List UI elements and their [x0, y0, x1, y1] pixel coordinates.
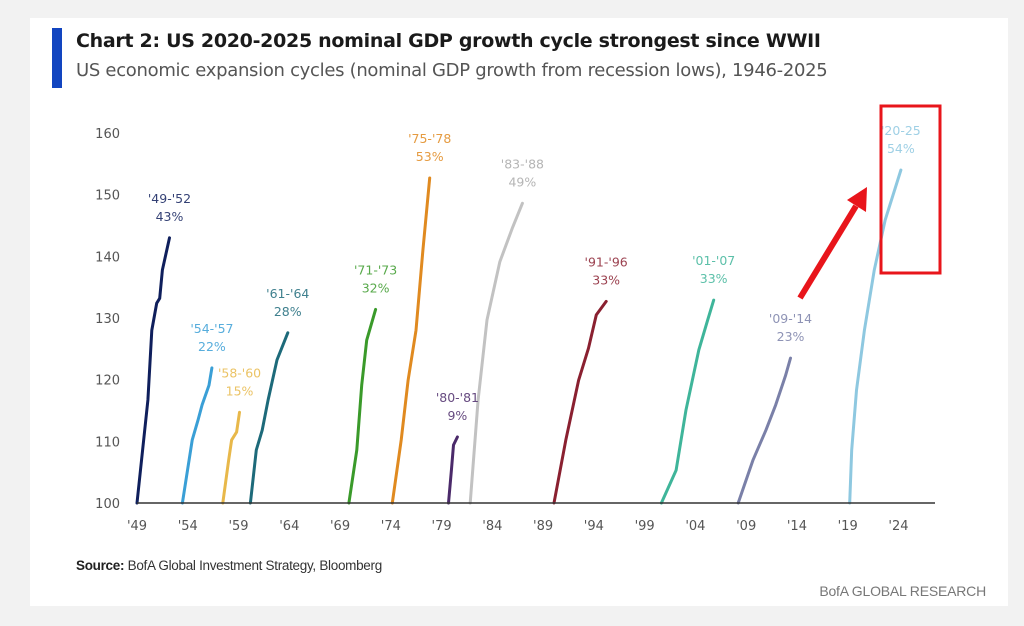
x-axis: '49 '54 '59 '64 '69 '74 '79 '84 '89 '94 '99 '04 '09 '…	[127, 519, 909, 534]
series-growth-label: 28%	[274, 304, 302, 319]
series-growth-label: 23%	[777, 329, 805, 344]
source-label: Source:	[76, 558, 125, 573]
brand-label: BofA GLOBAL RESEARCH	[819, 583, 986, 599]
series-growth-label: 33%	[592, 272, 620, 287]
x-tick-label: '24	[888, 519, 908, 534]
series-growth-label: 32%	[362, 280, 390, 295]
series-growth-label: 53%	[416, 149, 444, 164]
series-line	[848, 168, 903, 505]
x-tick-label: '59	[228, 519, 248, 534]
series-name-label: '58-'60	[218, 365, 261, 380]
series-growth-label: 54%	[887, 141, 915, 156]
series-name-label: '80-'81	[436, 390, 479, 405]
y-tick-label: 130	[95, 312, 120, 327]
y-tick-label: 100	[95, 497, 120, 512]
x-tick-label: '64	[279, 519, 299, 534]
x-tick-label: '54	[178, 519, 198, 534]
series-line	[468, 201, 524, 505]
series-growth-label: 9%	[447, 408, 467, 423]
series-line	[347, 307, 378, 505]
chart-card	[30, 18, 1008, 606]
series-name-label: '49-'52	[148, 191, 191, 206]
chart-title: Chart 2: US 2020-2025 nominal GDP growth…	[76, 30, 821, 52]
x-tick-label: '19	[838, 519, 858, 534]
series-name-label: '83-'88	[501, 156, 544, 171]
x-tick-label: '89	[533, 519, 553, 534]
series-growth-label: 49%	[508, 174, 536, 189]
series-growth-label: 22%	[198, 339, 226, 354]
x-tick-label: '84	[482, 519, 502, 534]
x-tick-label: '74	[381, 519, 401, 534]
series-line	[135, 236, 171, 505]
series-line	[180, 366, 214, 505]
y-tick-label: 120	[95, 374, 120, 389]
series-line	[221, 410, 241, 505]
y-tick-label: 140	[95, 250, 120, 265]
series-line	[736, 356, 792, 505]
series-name-label: '61-'64	[266, 286, 309, 301]
x-tick-label: '94	[584, 519, 604, 534]
x-tick-label: '49	[127, 519, 147, 534]
series-growth-label: 33%	[700, 271, 728, 286]
x-tick-label: '14	[787, 519, 807, 534]
series-name-label: '09-'14	[769, 311, 812, 326]
y-axis: 100 110 120 130 140 150 160	[95, 127, 120, 512]
series-lines	[135, 168, 903, 505]
highlight-arrow-shaft	[797, 204, 859, 300]
series-name-label: '01-'07	[692, 253, 735, 268]
x-tick-label: '99	[635, 519, 655, 534]
y-tick-label: 110	[95, 435, 120, 450]
y-tick-label: 150	[95, 189, 120, 204]
highlight-box	[879, 104, 942, 275]
series-line	[659, 298, 716, 505]
series-growth-label: 43%	[156, 209, 184, 224]
series-growth-label: 15%	[226, 383, 254, 398]
annotation-layer	[797, 104, 942, 300]
highlight-arrow-head-icon	[847, 187, 867, 212]
x-tick-label: '69	[330, 519, 350, 534]
series-line	[248, 331, 290, 505]
chart-subtitle: US economic expansion cycles (nominal GD…	[76, 60, 828, 81]
source-text: BofA Global Investment Strategy, Bloombe…	[124, 558, 383, 573]
series-name-label: '54-'57	[190, 321, 233, 336]
series-name-label: '20-25	[881, 123, 921, 138]
source-note: Source: BofA Global Investment Strategy,…	[76, 558, 382, 573]
series-line	[447, 435, 459, 505]
x-tick-label: '04	[685, 519, 705, 534]
series-line	[552, 299, 608, 505]
series-labels: '49-'52 43% '54-'57 22% '58-'60 15% '61-'64 28%…	[148, 123, 921, 423]
series-name-label: '91-'96	[585, 254, 628, 269]
series-name-label: '71-'73	[354, 262, 397, 277]
x-tick-label: '09	[736, 519, 756, 534]
title-accent-bar	[52, 28, 62, 88]
x-tick-label: '79	[432, 519, 452, 534]
series-name-label: '75-'78	[408, 131, 451, 146]
series-line	[390, 176, 432, 505]
y-tick-label: 160	[95, 127, 120, 142]
